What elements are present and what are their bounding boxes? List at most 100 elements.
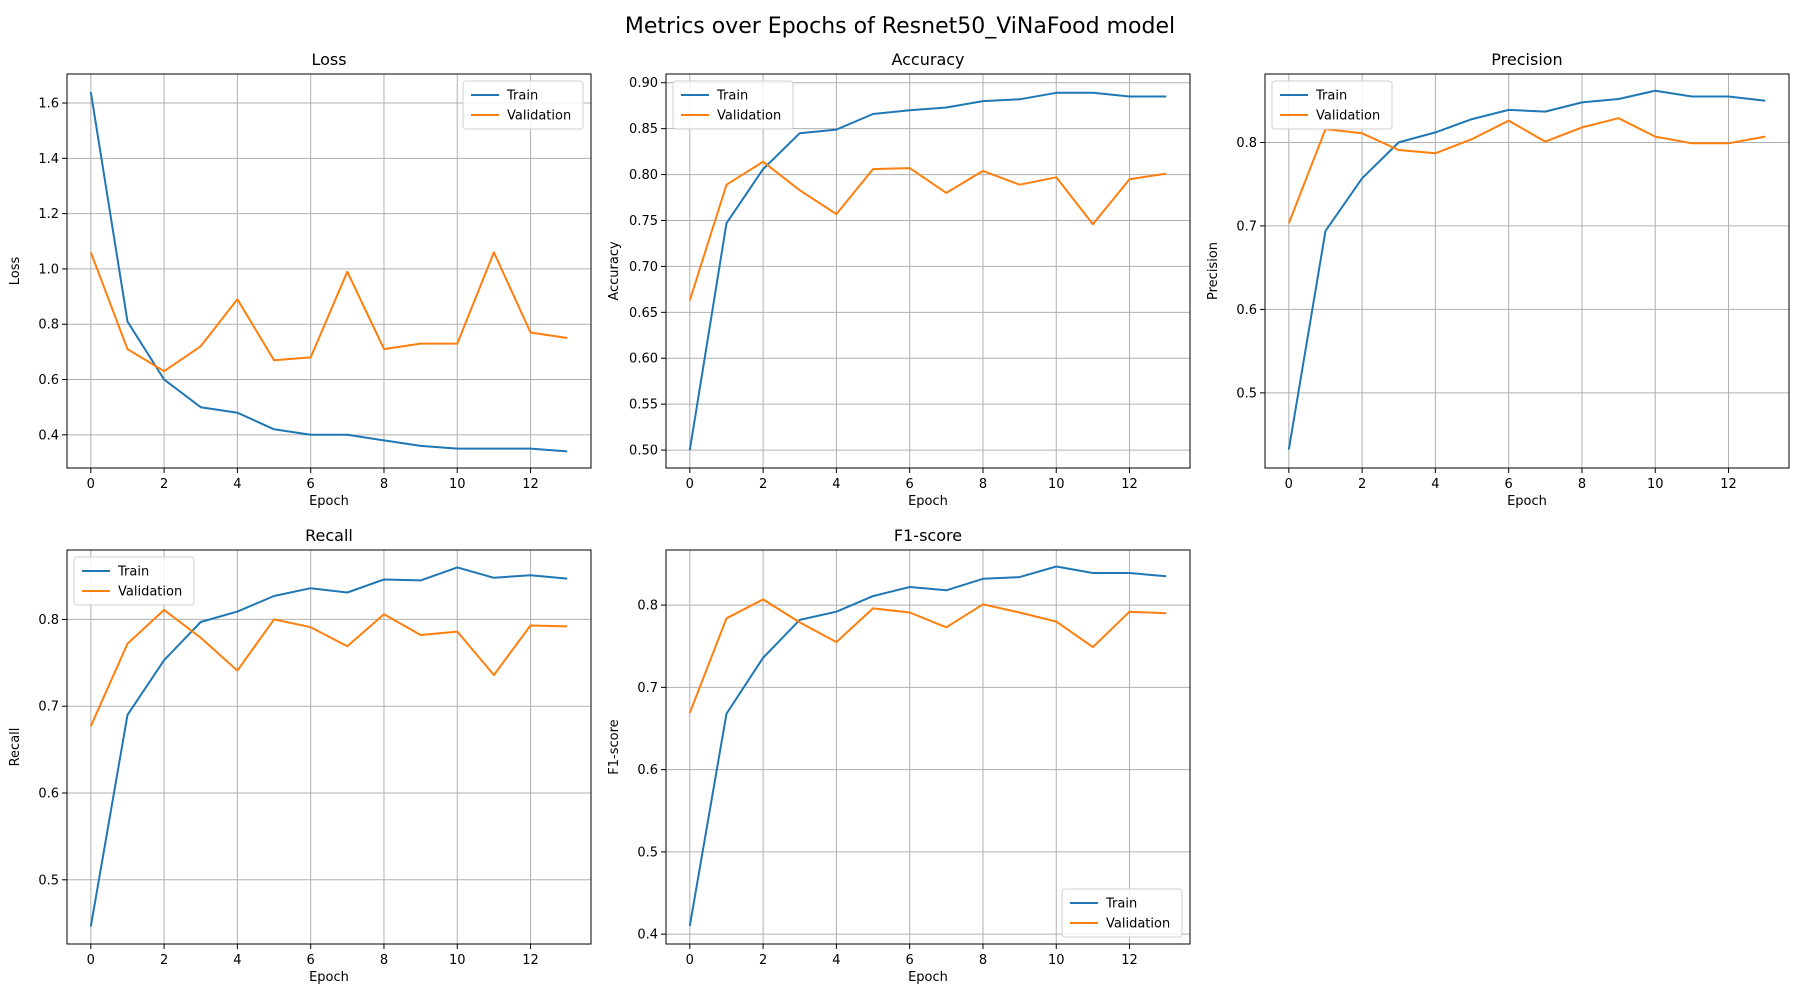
series-line-validation xyxy=(89,251,568,373)
x-tick-label: 2 xyxy=(160,953,168,968)
y-tick-label: 0.5 xyxy=(38,873,59,888)
x-tick-label: 12 xyxy=(522,953,539,968)
y-tick-label: 0.6 xyxy=(1236,303,1257,318)
y-tick-label: 0.60 xyxy=(629,352,658,367)
subplot-f1-score: 0 2 4 6 8 10 12 0.4 0.5 0.6 0.7 0.8 F1-score Epoch F1-… xyxy=(607,526,1191,985)
subplot-accuracy: 0 2 4 6 8 10 12 0.50 0.55 0.60 0.65 0.70 0.75 0.80 0.8… xyxy=(607,50,1191,509)
y-tick-label: 0.4 xyxy=(38,428,59,443)
legend-label-validation: Validation xyxy=(1106,917,1170,932)
x-tick-label: 2 xyxy=(759,953,767,968)
y-tick-label: 0.6 xyxy=(637,763,658,778)
series-line-train xyxy=(1287,89,1766,450)
x-tick-label: 10 xyxy=(449,477,466,492)
x-tick-label: 6 xyxy=(307,477,315,492)
x-tick-label: 8 xyxy=(1578,477,1586,492)
x-tick-label: 4 xyxy=(233,953,241,968)
y-tick-label: 0.65 xyxy=(629,306,658,321)
y-tick-label: 0.4 xyxy=(637,928,658,943)
x-tick-label: 12 xyxy=(1720,477,1737,492)
legend-box xyxy=(1061,888,1183,938)
subplot-title: F1-score xyxy=(894,526,962,545)
x-tick-label: 8 xyxy=(979,477,987,492)
legend: Train Validation xyxy=(1061,888,1183,938)
axes-frame xyxy=(665,549,1191,945)
x-tick-label: 4 xyxy=(832,477,840,492)
series-line-train xyxy=(89,566,568,927)
series-line-train xyxy=(688,91,1167,451)
legend-label-validation: Validation xyxy=(717,109,781,124)
x-tick-label: 2 xyxy=(1358,477,1366,492)
axes-frame xyxy=(66,73,592,469)
x-tick-label: 10 xyxy=(449,953,466,968)
subplot-loss: 0 2 4 6 8 10 12 0.4 0.6 0.8 1.0 1.2 1.4 1.6 Loss Epoch L… xyxy=(8,50,592,509)
x-tick-label: 10 xyxy=(1048,953,1065,968)
legend: Train Validation xyxy=(73,556,195,606)
y-tick-label: 0.6 xyxy=(38,373,59,388)
series-line-validation xyxy=(1287,117,1766,224)
legend-label-train: Train xyxy=(506,89,538,104)
x-axis-label: Epoch xyxy=(309,494,349,509)
y-axis-label: Precision xyxy=(1206,242,1221,300)
x-tick-label: 0 xyxy=(686,477,694,492)
series-line-validation xyxy=(688,598,1167,714)
legend-label-validation: Validation xyxy=(118,585,182,600)
legend: Train Validation xyxy=(672,80,794,130)
y-tick-label: 0.5 xyxy=(1236,386,1257,401)
y-tick-label: 0.7 xyxy=(1236,219,1257,234)
x-tick-label: 6 xyxy=(906,953,914,968)
legend-label-validation: Validation xyxy=(507,109,571,124)
legend: Train Validation xyxy=(462,80,584,130)
y-axis-label: Loss xyxy=(8,257,23,286)
axes-frame xyxy=(1264,73,1790,469)
series-line-validation xyxy=(89,608,568,727)
x-tick-label: 2 xyxy=(759,477,767,492)
x-tick-label: 8 xyxy=(979,953,987,968)
y-tick-label: 0.8 xyxy=(1236,136,1257,151)
series-line-train xyxy=(89,91,568,453)
legend-label-train: Train xyxy=(1315,89,1347,104)
x-tick-label: 4 xyxy=(233,477,241,492)
y-tick-label: 0.70 xyxy=(629,260,658,275)
y-tick-label: 1.2 xyxy=(38,207,59,222)
legend-box xyxy=(462,80,584,130)
subplot-title: Precision xyxy=(1491,50,1562,69)
y-tick-label: 0.80 xyxy=(629,168,658,183)
legend-label-train: Train xyxy=(1105,897,1137,912)
y-axis-label: F1-score xyxy=(607,719,622,774)
y-tick-label: 1.6 xyxy=(38,97,59,112)
subplot-title: Recall xyxy=(305,526,353,545)
x-tick-label: 8 xyxy=(380,953,388,968)
x-tick-label: 12 xyxy=(1121,953,1138,968)
y-tick-label: 1.4 xyxy=(38,152,59,167)
y-tick-label: 1.0 xyxy=(38,262,59,277)
x-tick-label: 6 xyxy=(906,477,914,492)
x-tick-label: 0 xyxy=(1285,477,1293,492)
y-tick-label: 0.8 xyxy=(38,613,59,628)
figure-title: Metrics over Epochs of Resnet50_ViNaFood… xyxy=(624,14,1176,39)
y-tick-label: 0.7 xyxy=(38,700,59,715)
legend-label-train: Train xyxy=(117,565,149,580)
x-tick-label: 0 xyxy=(686,953,694,968)
x-tick-label: 0 xyxy=(87,477,95,492)
legend: Train Validation xyxy=(1271,80,1393,130)
legend-box xyxy=(1271,80,1393,130)
x-axis-label: Epoch xyxy=(908,970,948,985)
x-tick-label: 12 xyxy=(522,477,539,492)
x-axis-label: Epoch xyxy=(309,970,349,985)
y-tick-label: 0.55 xyxy=(629,398,658,413)
subplot-title: Loss xyxy=(311,50,346,69)
y-axis-label: Accuracy xyxy=(607,241,622,301)
legend-label-validation: Validation xyxy=(1316,109,1380,124)
legend-box xyxy=(672,80,794,130)
y-tick-label: 0.50 xyxy=(629,444,658,459)
series-line-train xyxy=(688,565,1167,927)
legend-label-train: Train xyxy=(716,89,748,104)
y-tick-label: 0.8 xyxy=(637,599,658,614)
series-line-validation xyxy=(688,160,1167,301)
subplot-title: Accuracy xyxy=(891,50,964,69)
x-tick-label: 4 xyxy=(832,953,840,968)
x-axis-label: Epoch xyxy=(1507,494,1547,509)
x-axis-label: Epoch xyxy=(908,494,948,509)
axes-frame xyxy=(665,73,1191,469)
